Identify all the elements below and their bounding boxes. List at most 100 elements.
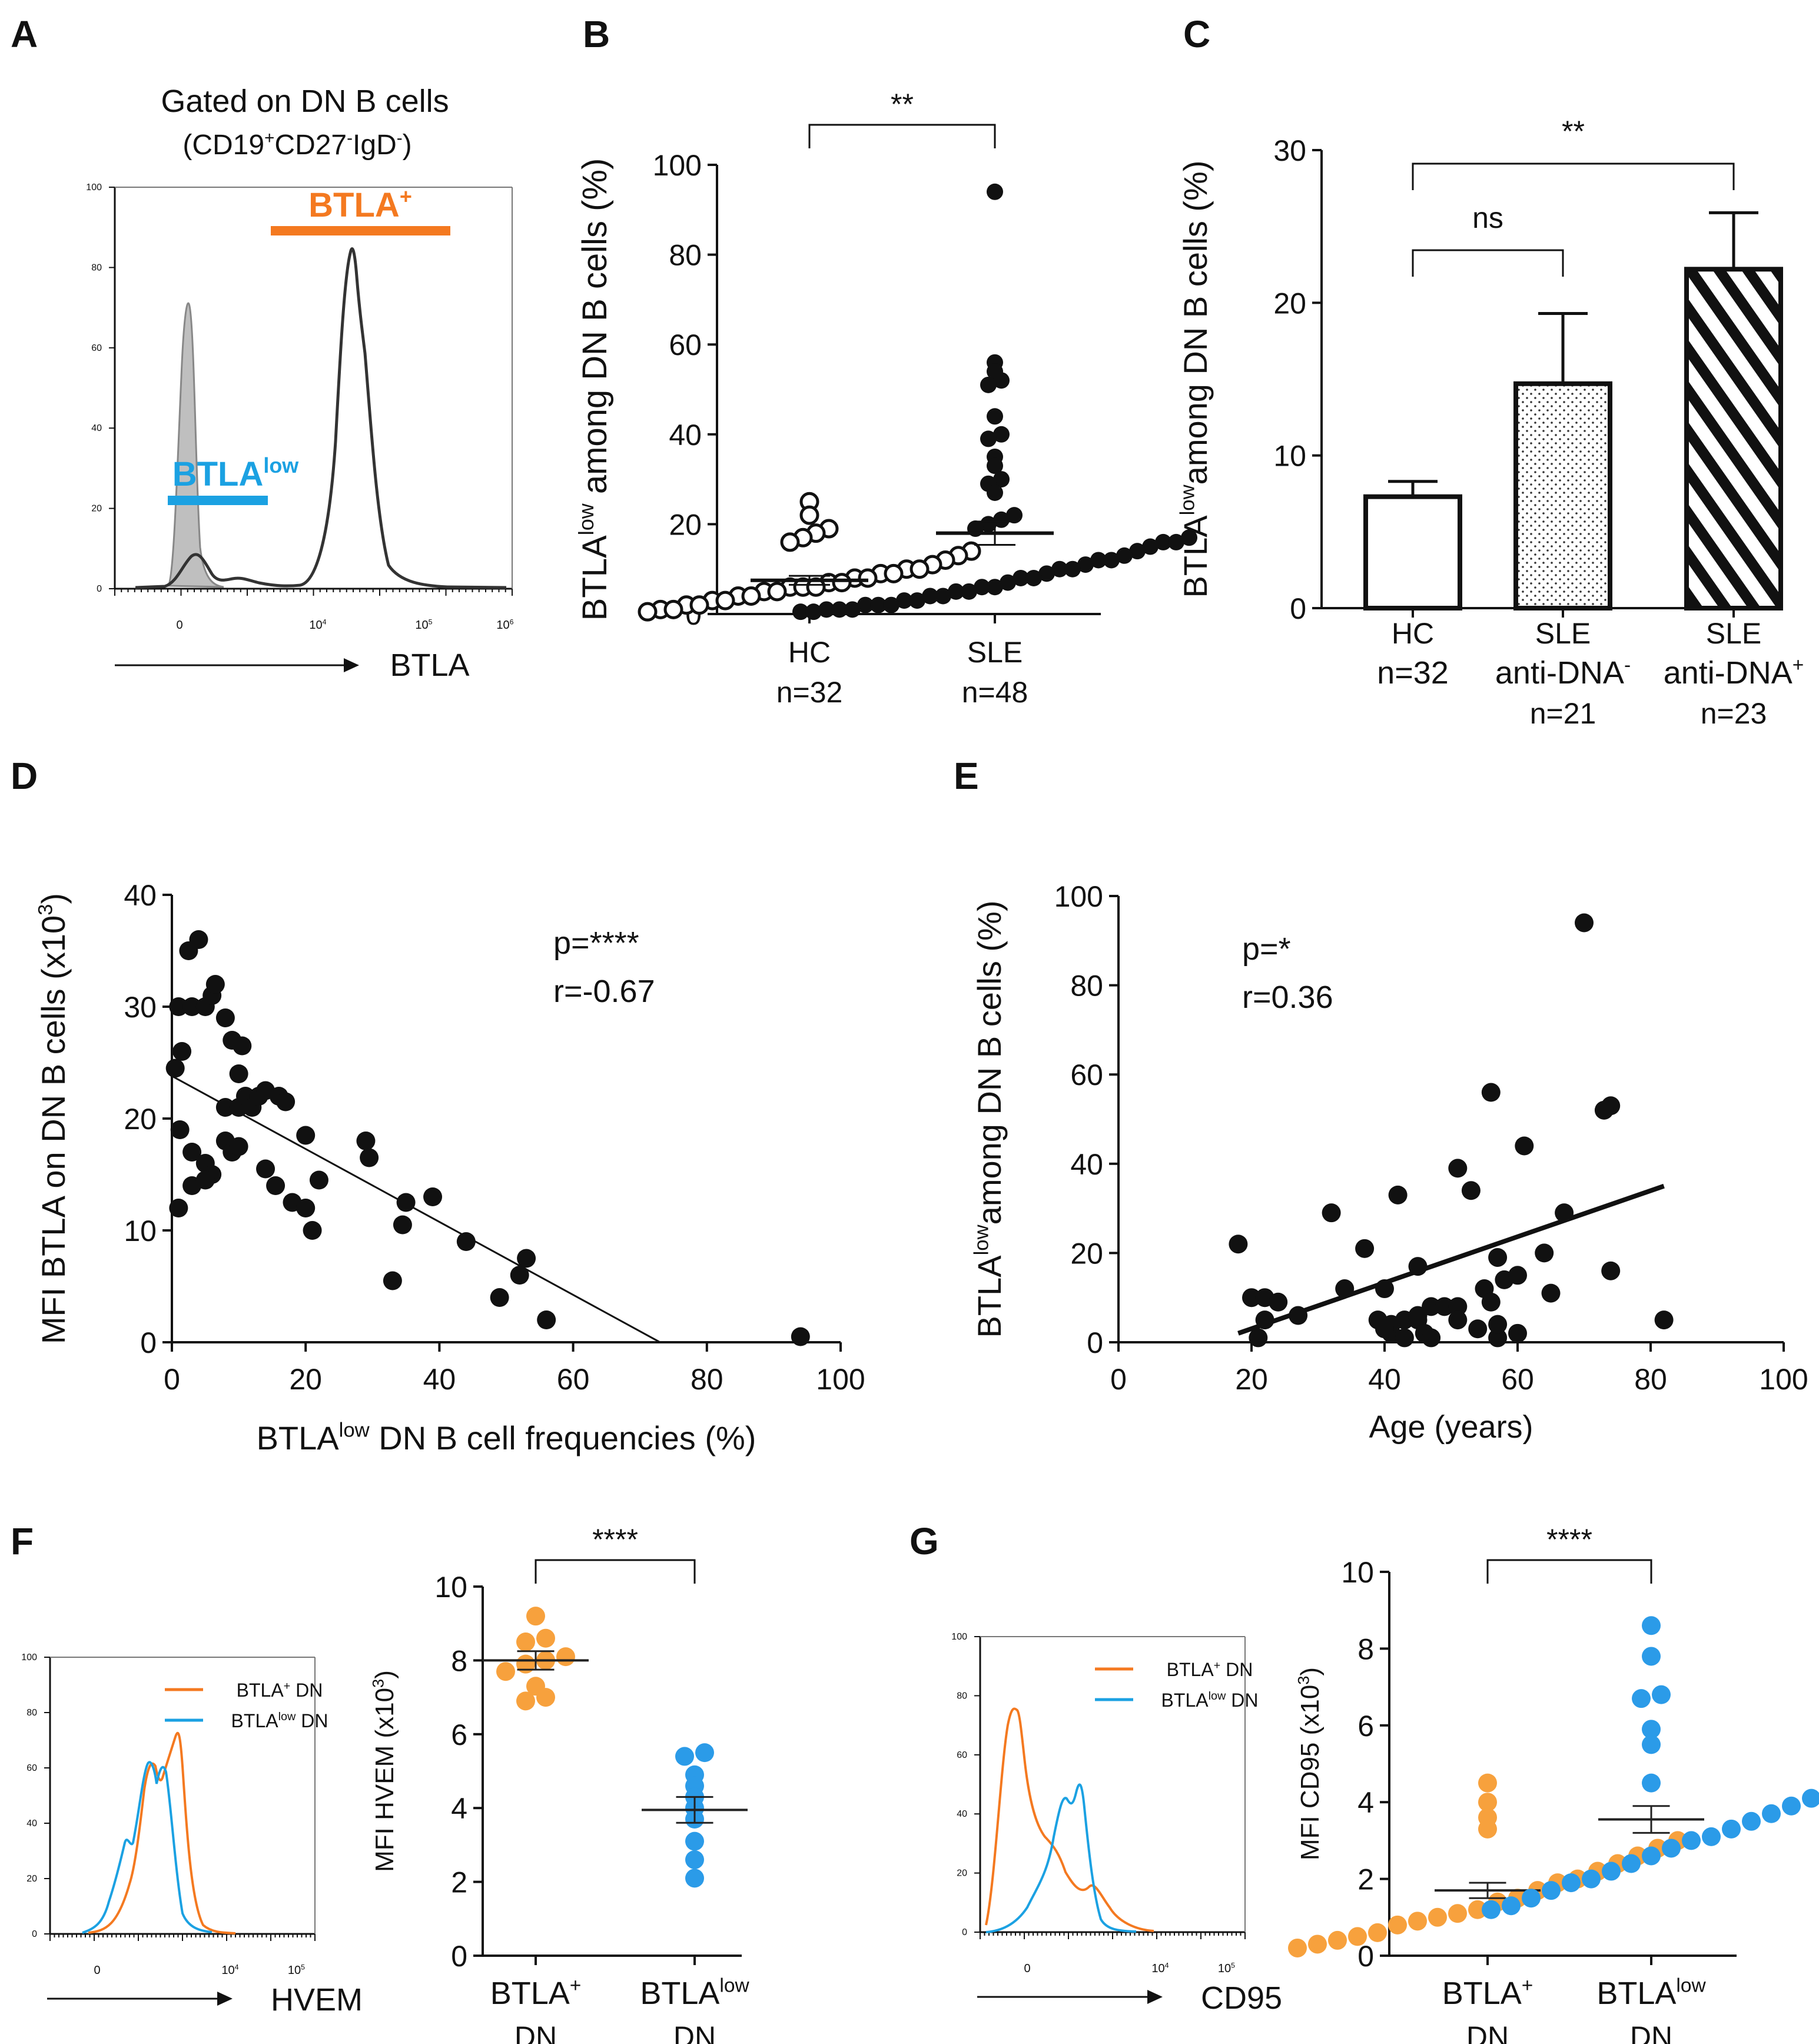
panel-e-scatter-point: [1269, 1292, 1288, 1312]
panel-g-histogram-legend-text: BTLAlow DN: [1161, 1690, 1259, 1711]
panel-g-dotplot-category-sub: DN: [1630, 2020, 1672, 2044]
panel-f-histogram-ytick-label: 20: [26, 1874, 37, 1884]
panel-b-dotplot-dot: [987, 484, 1003, 501]
panel-g-dotplot-dot: [1542, 1881, 1561, 1900]
panel-c-barchart-bar: [1363, 494, 1462, 610]
panel-e-scatter-point: [1448, 1159, 1468, 1178]
panel-e-scatter-xlabel: Age (years): [1369, 1409, 1533, 1445]
panel-b-dotplot-dot: [1103, 552, 1120, 569]
panel-d-scatter-point: [517, 1249, 536, 1268]
panel-a-histogram-ytick-label: 20: [91, 504, 102, 514]
panel-b-dotplot-dot: [818, 601, 835, 618]
panel-b-dotplot-dot: [993, 471, 1010, 488]
panel-c-barchart-bracket: [1412, 249, 1564, 277]
panel-f-dotplot-dot: [516, 1691, 535, 1711]
panel-a-histogram-ytick-label: 100: [86, 182, 102, 193]
panel-g-dotplot-ytick-label: 6: [1357, 1710, 1374, 1743]
panel-g-dotplot-dot: [1478, 1793, 1497, 1812]
panel-g-dotplot-dot: [1482, 1900, 1501, 1919]
panel-d-scatter-point: [383, 1271, 402, 1290]
panel-c-barchart-bar-group-1: [1513, 311, 1612, 611]
panel-a-histogram: 0 20 40 60 80 100 0 104 105 106 Gated on DN B cell…: [86, 84, 513, 683]
panel-f-histogram-arrow-head: [217, 1992, 233, 2006]
panel-e-scatter-point: [1481, 1083, 1501, 1102]
panel-b-dotplot-dot: [805, 603, 822, 620]
panel-f-dotplot-dot: [685, 1869, 704, 1888]
panel-g-histogram-arrow: [977, 1990, 1163, 2004]
panel-g-dotplot-dot: [1448, 1904, 1467, 1923]
panel-g-histogram-arrow-head: [1147, 1990, 1163, 2004]
panel-e-scatter-point: [1422, 1297, 1441, 1316]
panel-c-barchart-bracket-label: **: [1562, 115, 1585, 148]
panel-d-scatter-point: [490, 1288, 509, 1307]
panel-f-dotplot-dot: [516, 1632, 535, 1652]
panel-g-dotplot-dot: [1642, 1720, 1661, 1739]
panel-g-histogram: 0 20 40 60 80 100 0 104 105 BTLA+ DN BTLAlow DN CD9…: [951, 1632, 1282, 2016]
panel-e-scatter-point: [1355, 1239, 1375, 1258]
panel-e-scatter-point: [1408, 1257, 1428, 1276]
panel-e-scatter-ytick-label: 80: [1070, 970, 1103, 1003]
panel-d-scatter-point: [791, 1327, 810, 1346]
panel-g-dotplot-dot: [1522, 1889, 1541, 1908]
panel-b-dotplot-category-n: n=48: [962, 676, 1028, 709]
panel-e-scatter-point: [1508, 1323, 1527, 1343]
panel-e-scatter-point: [1488, 1328, 1508, 1348]
panel-g-dotplot-category-label: BTLAlow: [1596, 1975, 1706, 2011]
panel-b-dotplot-dot: [799, 505, 819, 525]
panel-d-scatter-point: [510, 1266, 529, 1285]
panel-g-dotplot-ylabel: MFI CD95 (x103): [1294, 1667, 1325, 1860]
panel-b-dotplot-dot: [857, 596, 874, 613]
panel-a-histogram-ytick-label: 60: [91, 343, 102, 353]
panel-d-scatter-point: [169, 997, 188, 1016]
panel-f-dotplot-group-0: [483, 1607, 589, 1711]
panel-a-xtick-label: 105: [415, 618, 432, 632]
panel-b-dotplot-dot: [1064, 560, 1081, 578]
panel-g-histogram-curve-1: [985, 1783, 1137, 1933]
panel-d-scatter-point: [182, 997, 202, 1016]
panel-c-barchart-ytick-label: 20: [1273, 287, 1306, 320]
panel-d-scatter-point: [396, 1193, 416, 1212]
panel-b-dotplot-dot: [1006, 507, 1023, 524]
panel-c-barchart-bracket-label: ns: [1472, 201, 1503, 234]
panel-d-scatter: 0 10 20 30 40 0 20 40 60 80 100 p=**** r=-0.67 BTLAlo…: [35, 879, 865, 1456]
panel-b-dotplot-dot: [883, 596, 899, 613]
panel-e-scatter-xtick-label: 20: [1235, 1363, 1268, 1396]
panel-e-scatter-ytick-label: 40: [1070, 1148, 1103, 1181]
panel-e-scatter-ytick-label: 60: [1070, 1058, 1103, 1091]
panel-e-scatter-point: [1468, 1319, 1488, 1339]
panel-e-scatter-point: [1481, 1292, 1501, 1312]
panel-f-dotplot-dot: [685, 1831, 704, 1851]
panel-g-dotplot-significance-label: ****: [1546, 1523, 1592, 1556]
panel-f-histogram-legend-text: BTLAlow DN: [231, 1710, 328, 1731]
panel-b-dotplot-category-n: n=32: [776, 676, 843, 709]
panel-a-arrow-head: [344, 658, 359, 672]
panel-g-dotplot-dot: [1682, 1831, 1701, 1850]
panel-b-dotplot-dot: [980, 430, 997, 447]
btla-curve: [135, 247, 507, 589]
panel-f-dotplot-group-1: [642, 1743, 748, 1888]
btla-low-label: BTLAlow: [172, 453, 300, 493]
panel-b-dotplot-dot: [1025, 569, 1042, 586]
panel-b-dotplot-dot: [741, 586, 761, 606]
panel-e-scatter-xtick-label: 40: [1368, 1363, 1401, 1396]
panel-f-dotplot-ytick-label: 6: [451, 1718, 467, 1751]
panel-c-barchart-category-line1: HC: [1392, 617, 1434, 650]
panel-e-scatter-point: [1375, 1279, 1394, 1299]
panel-f-dotplot-dot: [516, 1654, 535, 1674]
panel-e-scatter-point: [1488, 1315, 1508, 1334]
panel-f-dotplot-significance-bracket: [535, 1559, 696, 1584]
panel-b-dotplot-ylabel: BTLAlow among DN B cells (%): [574, 158, 614, 621]
panel-f-dotplot-dot: [556, 1647, 575, 1667]
panel-a-histogram-ytick-label: 0: [97, 584, 102, 594]
panel-d-scatter-xtick-label: 60: [557, 1363, 590, 1396]
panel-d-scatter-point: [393, 1215, 412, 1235]
panel-g-dotplot-dot: [1622, 1854, 1641, 1873]
panel-f-dotplot-ytick-label: 10: [434, 1571, 467, 1604]
panel-e-scatter-point: [1508, 1266, 1527, 1285]
panel-f-dotplot-dot: [675, 1747, 694, 1766]
panel-g-dotplot-dot: [1308, 1934, 1327, 1954]
panel-d-scatter-ytick-label: 0: [140, 1326, 157, 1359]
panel-e-scatter-point: [1422, 1328, 1441, 1348]
panel-f-histogram-xtick-label: 105: [288, 1963, 305, 1977]
